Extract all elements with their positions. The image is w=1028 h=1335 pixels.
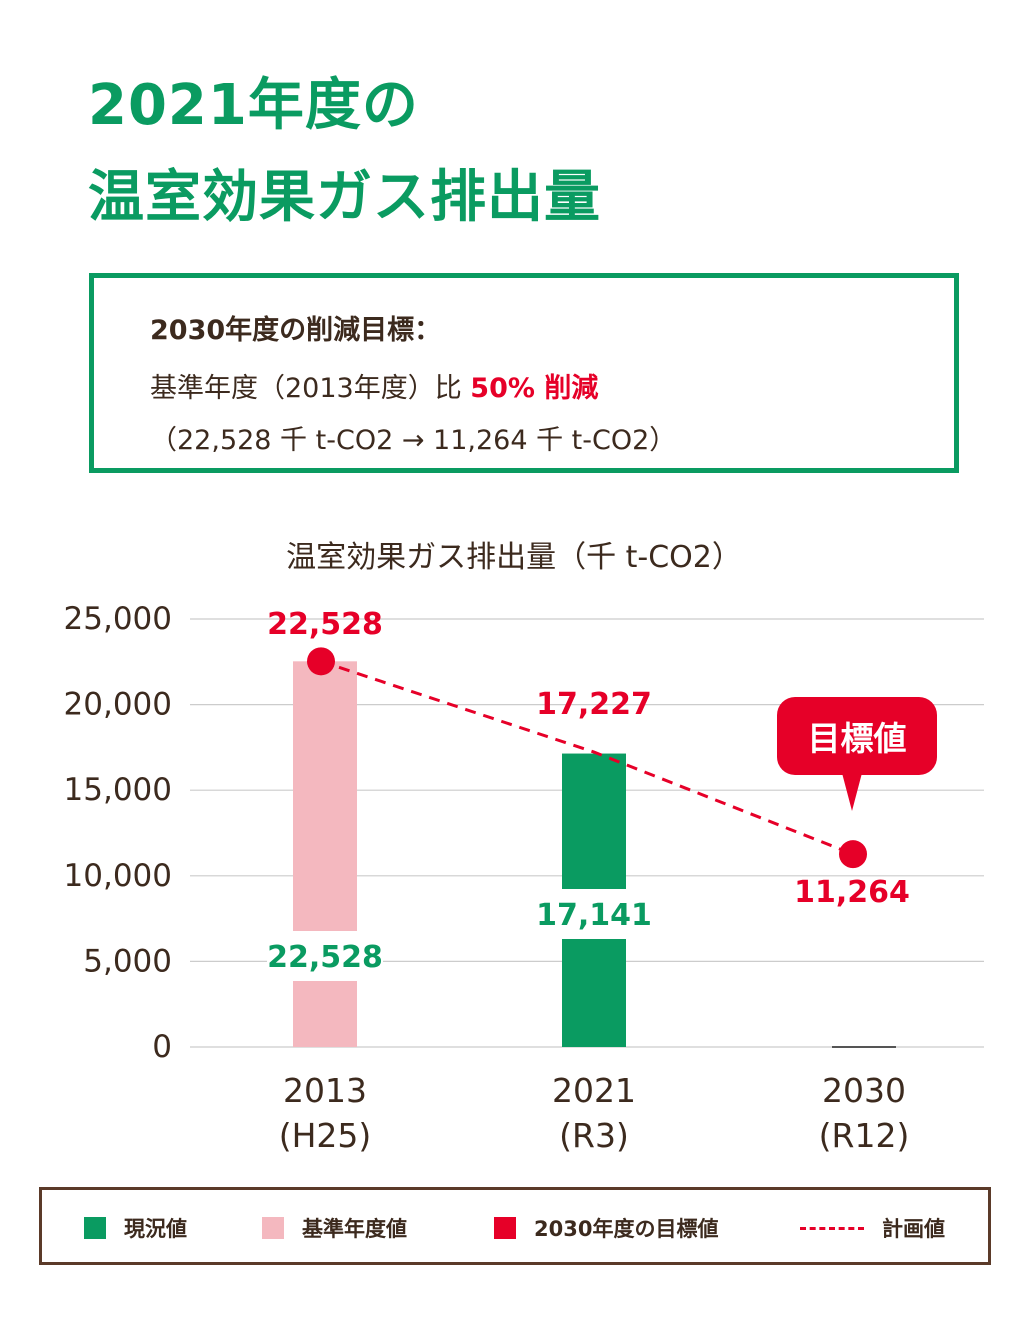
y-tick-label: 20,000: [64, 687, 172, 723]
x-category-era: (H25): [279, 1116, 372, 1155]
legend-item-base-year: 基準年度値: [262, 1213, 407, 1243]
plan-value-label: 11,264: [794, 875, 910, 910]
legend-item-target: 2030年度の目標値: [494, 1213, 718, 1243]
x-category-era: (R12): [819, 1116, 910, 1155]
x-category-era: (R3): [559, 1116, 629, 1155]
target-callout: [777, 697, 937, 775]
emissions-chart: 0 5,000 10,000 15,000 20,000 25,000 22,528 17,1…: [64, 601, 984, 1155]
bar-label-backing: [536, 889, 652, 939]
reduction-goal-box: 2030年度の削減目標： 基準年度（2013年度）比 50% 削減 （22,52…: [89, 273, 959, 473]
goal-statement: 基準年度（2013年度）比 50% 削減: [150, 366, 598, 405]
plan-value-label: 17,227: [536, 687, 652, 722]
y-tick-label: 25,000: [64, 601, 172, 637]
target-callout-pointer: [842, 773, 862, 811]
legend-swatch-plan: [800, 1226, 864, 1230]
plan-line: [320, 659, 854, 856]
page-title-line1: 2021年度の: [88, 73, 419, 138]
x-category-year: 2030: [822, 1071, 906, 1110]
bar-label-backing: [267, 931, 383, 981]
chart-title: 温室効果ガス排出量（千 t-CO2）: [286, 540, 742, 575]
legend-item-plan: 計画値: [800, 1213, 945, 1243]
goal-values: （22,528 千 t-CO2 → 11,264 千 t-CO2）: [150, 425, 677, 456]
legend-swatch-target: [494, 1217, 516, 1239]
bar: [293, 661, 357, 1047]
x-category-year: 2013: [283, 1071, 367, 1110]
plan-value-label: 22,528: [267, 607, 383, 642]
target-callout-text: 目標値: [808, 719, 907, 758]
plan-marker: [839, 840, 867, 869]
y-tick-label: 10,000: [64, 858, 172, 894]
legend-swatch-base-year: [262, 1217, 284, 1239]
page-title-line2: 温室効果ガス排出量: [88, 165, 601, 230]
y-tick-label: 0: [152, 1029, 172, 1065]
legend-swatch-current: [84, 1217, 106, 1239]
goal-statement-text: 基準年度（2013年度）比: [150, 373, 471, 404]
plan-marker: [307, 647, 335, 676]
bar-value-label: 22,528: [267, 940, 383, 975]
goal-reduction-rate: 50% 削減: [470, 373, 599, 404]
legend-item-current: 現況値: [84, 1213, 187, 1243]
legend-label-current: 現況値: [124, 1217, 187, 1241]
goal-heading: 2030年度の削減目標：: [150, 315, 442, 346]
y-tick-label: 5,000: [83, 943, 172, 979]
legend-label-base-year: 基準年度値: [302, 1217, 407, 1241]
bar-value-label: 17,141: [536, 898, 652, 933]
x-category-year: 2021: [552, 1071, 636, 1110]
legend: 現況値 基準年度値 2030年度の目標値 計画値: [39, 1187, 991, 1265]
y-tick-label: 15,000: [64, 772, 172, 808]
legend-label-target: 2030年度の目標値: [534, 1217, 719, 1241]
legend-label-plan: 計画値: [882, 1217, 945, 1241]
